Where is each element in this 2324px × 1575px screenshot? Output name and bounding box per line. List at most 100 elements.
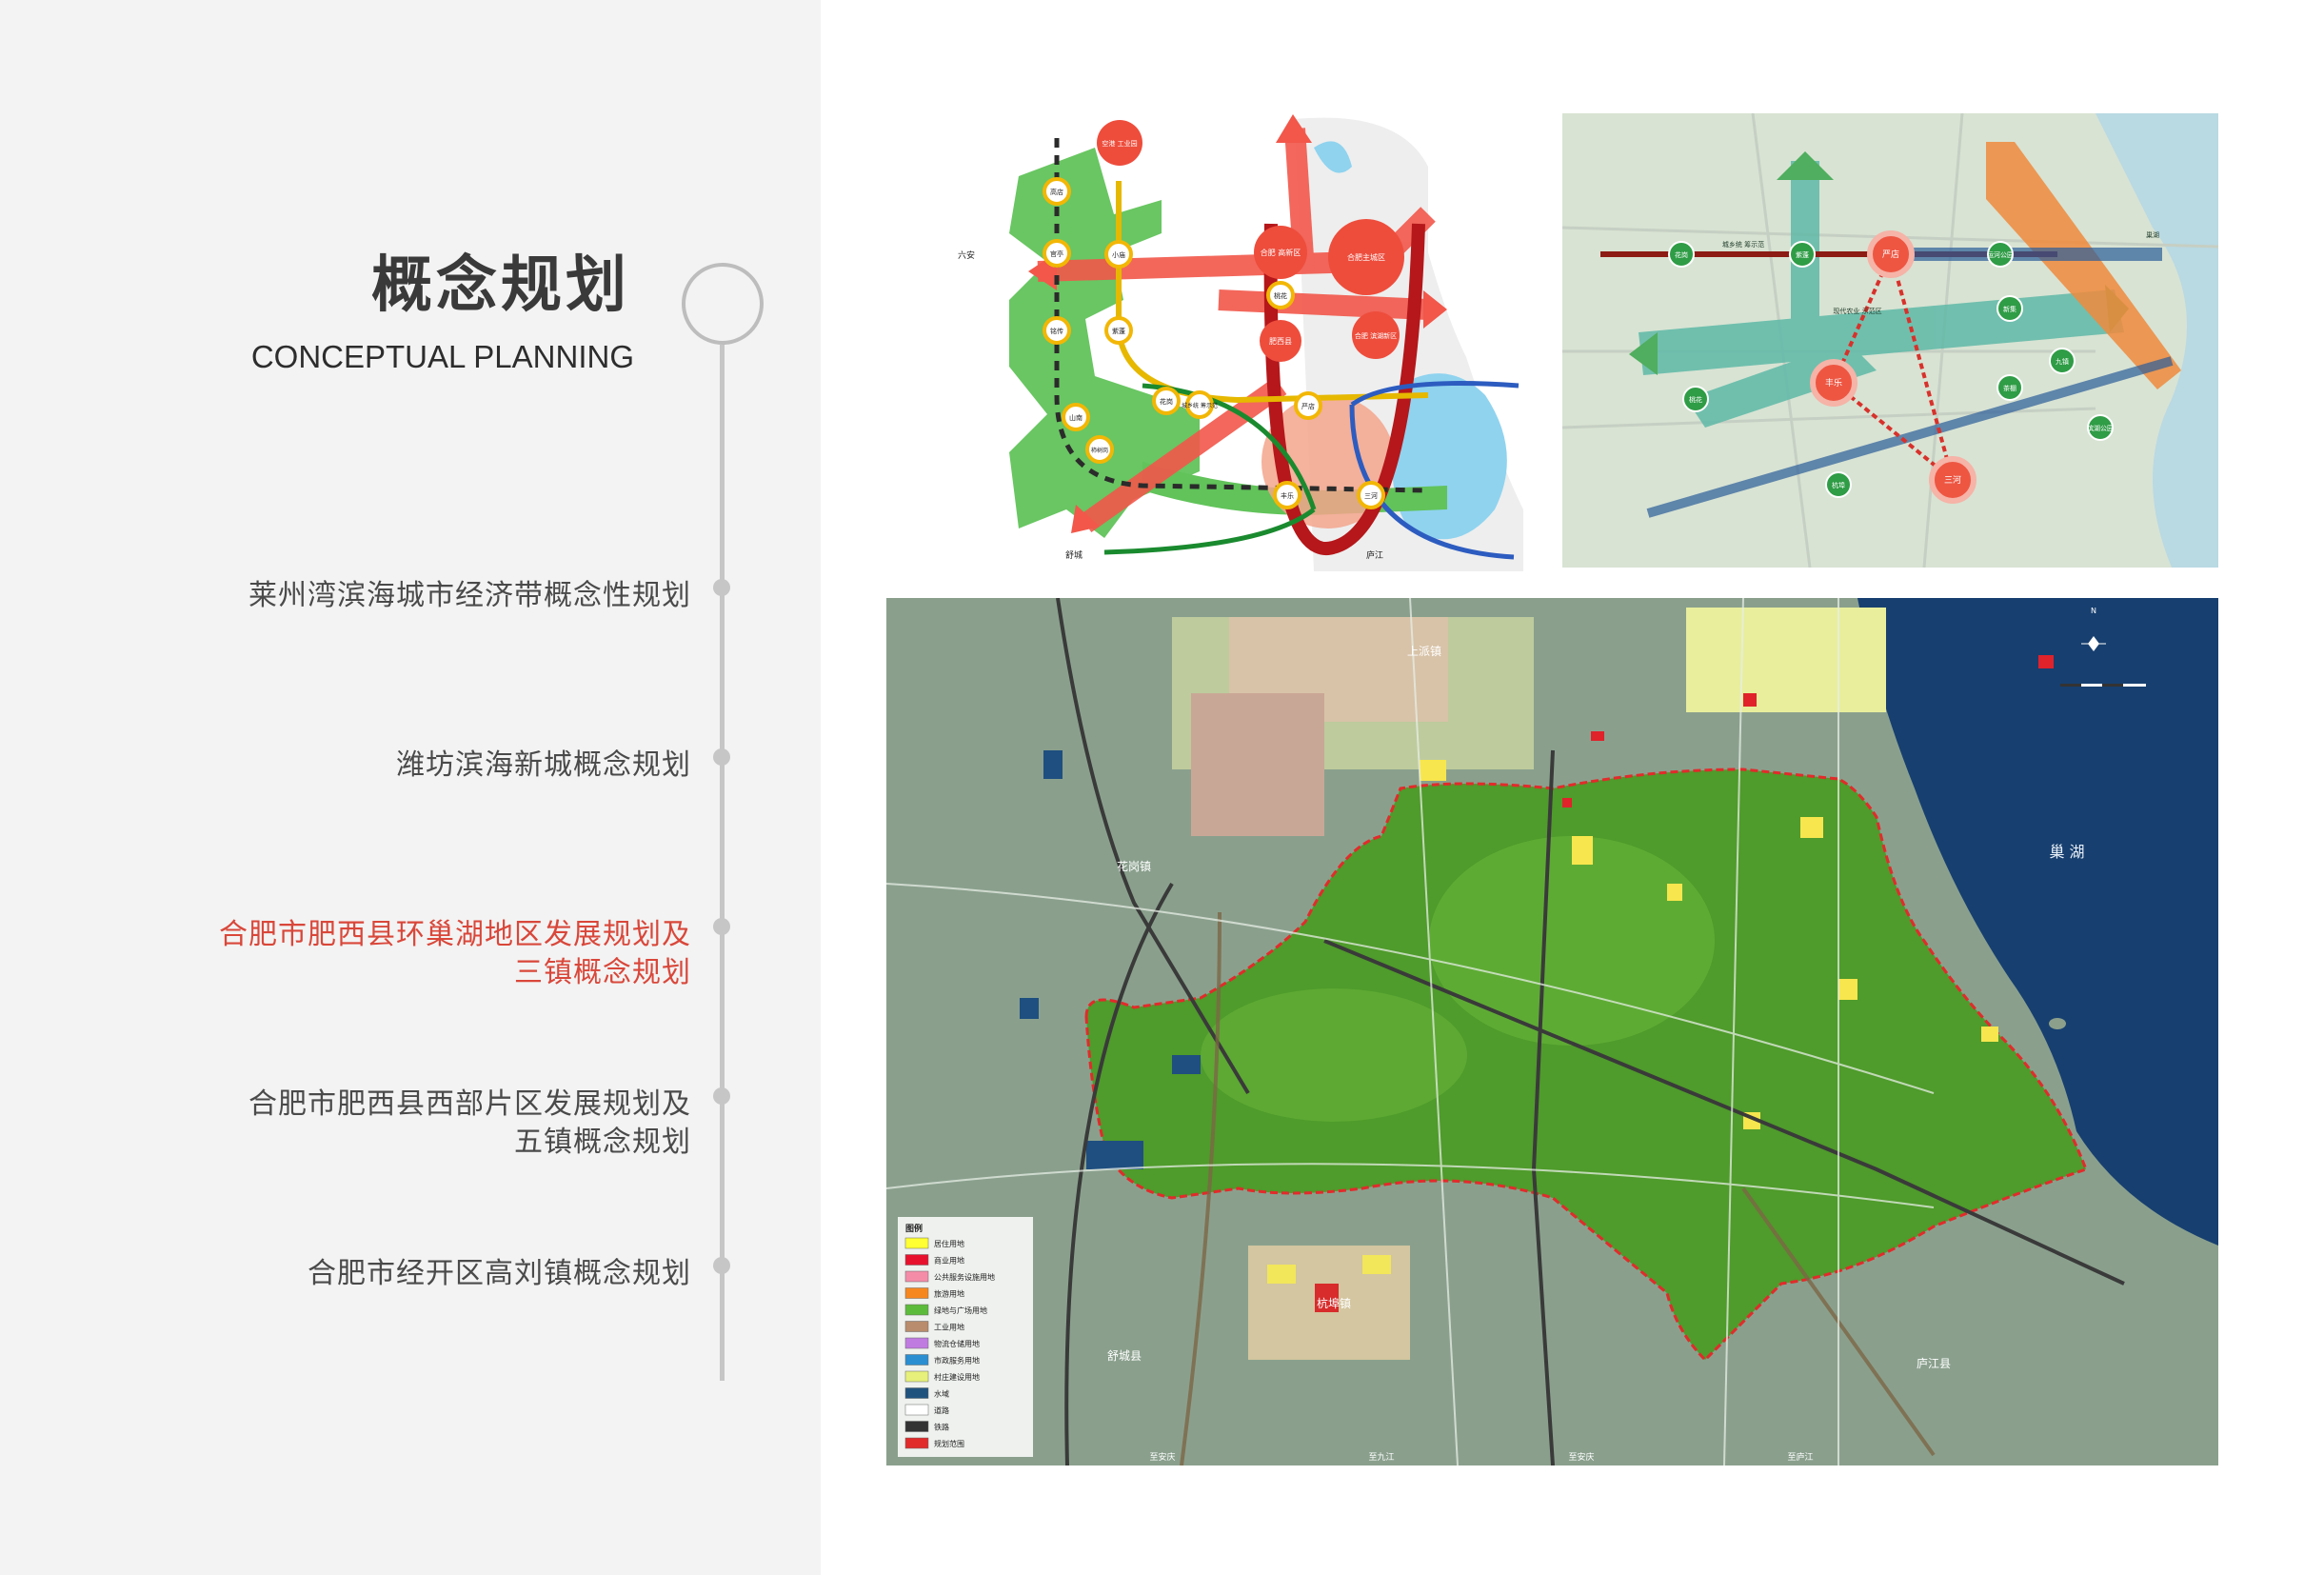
legend-label: 规划范围: [934, 1439, 964, 1448]
label-binhu: 运河公园: [1987, 251, 2014, 259]
legend-swatch: [904, 1354, 929, 1366]
legend-label: 水域: [934, 1389, 949, 1399]
legend-label: 公共服务设施用地: [934, 1272, 995, 1282]
timeline-item-feixi-chaohu[interactable]: 合肥市肥西县环巢湖地区发展规划及 三镇概念规划: [219, 916, 691, 992]
label-gaodian: 高店: [1050, 188, 1063, 196]
label-yuehu: 巢湖: [2146, 230, 2159, 239]
label-zitong: 紫蓬: [1796, 250, 1809, 259]
label-zhi-lujiang: 至庐江: [1787, 1451, 1813, 1463]
concept-diagram-triangle: 严店 丰乐 三河 花岗 紫蓬 运河公园 新集 九镇 茶棚 滨湖公园 桃花 杭埠 …: [1562, 113, 2218, 568]
label-guanting: 官亭: [1050, 249, 1063, 258]
label-chengxiang: 城乡统 筹示范: [1182, 402, 1218, 409]
legend-swatch: [904, 1270, 929, 1283]
timeline-dot: [713, 579, 730, 596]
legend: 图例 居住用地商业用地公共服务设施用地旅游用地绿地与广场用地工业用地物流仓储用地…: [898, 1217, 1033, 1457]
timeline-line: [720, 345, 725, 1381]
legend-label: 旅游用地: [934, 1289, 964, 1299]
timeline-item-label: 三镇概念规划: [514, 956, 691, 989]
legend-swatch: [904, 1304, 929, 1316]
label-lujiang: 庐江县: [1917, 1356, 1951, 1370]
timeline-item-label: 潍坊滨海新城概念规划: [396, 748, 691, 782]
legend-swatch: [904, 1404, 929, 1416]
timeline-item-label: 五镇概念规划: [514, 1126, 691, 1159]
sidebar: 概念规划 CONCEPTUAL PLANNING 莱州湾滨海城市经济带概念性规划…: [0, 0, 821, 1575]
timeline-item-label: 合肥市经开区高刘镇概念规划: [308, 1257, 691, 1290]
timeline-item-feixi-west[interactable]: 合肥市肥西县西部片区发展规划及 五镇概念规划: [248, 1086, 691, 1162]
label-shucheng: 舒城县: [1107, 1349, 1142, 1363]
legend-swatch: [904, 1237, 929, 1249]
label-zhi-anqing-1: 至安庆: [1149, 1451, 1175, 1463]
legend-swatch: [904, 1321, 929, 1332]
label-hefei-main: 合肥主城区: [1347, 252, 1385, 262]
timeline-item-gaoliu[interactable]: 合肥市经开区高刘镇概念规划: [308, 1255, 691, 1293]
timeline-item-label: 合肥市肥西县西部片区发展规划及: [248, 1087, 691, 1121]
legend-label: 工业用地: [934, 1323, 964, 1332]
label-hangbu: 杭埠: [1832, 481, 1845, 489]
concept-diagram-structure: 六安 舒城 庐江 高店 官亭 铭传 山南 柿树岗 小庙 紫蓬 花岗 城乡统 筹示…: [952, 110, 1531, 571]
page-title: 概念规划: [371, 250, 630, 321]
label-fengle: 丰乐: [1825, 377, 1842, 389]
label-fengle: 丰乐: [1281, 491, 1294, 500]
label-huagang: 花岗镇: [1117, 859, 1151, 873]
orange-band: [1986, 142, 2181, 389]
legend-label: 道路: [934, 1406, 949, 1415]
page-subtitle: CONCEPTUAL PLANNING: [250, 339, 634, 374]
lake-shape: [2096, 113, 2218, 568]
timeline-dot: [713, 1087, 730, 1105]
label-shucheng: 舒城: [1065, 549, 1083, 561]
legend-swatch: [904, 1370, 929, 1383]
legend-swatch: [904, 1254, 929, 1266]
label-shannan: 山南: [1069, 413, 1083, 422]
legend-swatch: [904, 1421, 929, 1432]
label-hefei-binhu: 合肥 滨湖新区: [1355, 331, 1397, 340]
label-zitong: 紫蓬: [1112, 327, 1125, 335]
land-use-map: 上派镇 花岗镇 巢 湖 杭埠镇 舒城县 庐江县 至安庆 至九江 至安庆 至庐江 …: [886, 598, 2218, 1465]
legend-swatch: [904, 1437, 929, 1449]
label-liuan: 六安: [958, 249, 975, 261]
label-yandian: 严店: [1882, 249, 1899, 260]
label-xiaomiao: 小庙: [1112, 250, 1125, 259]
timeline-dot: [713, 918, 730, 935]
land-use-map-svg: 上派镇 花岗镇 巢 湖 杭埠镇 舒城县 庐江县 至安庆 至九江 至安庆 至庐江 …: [886, 598, 2218, 1465]
legend-swatch: [904, 1337, 929, 1349]
legend-label: 绿地与广场用地: [934, 1306, 987, 1315]
label-hefei-gaoxin: 合肥 高新区: [1261, 248, 1301, 257]
label-chengxiang: 城乡统 筹示范: [1722, 240, 1764, 249]
label-zhi-jiujiang: 至九江: [1368, 1452, 1394, 1463]
label-sanhe: 三河: [1944, 474, 1961, 486]
north-label: N: [2091, 607, 2096, 615]
legend-label: 物流仓储用地: [934, 1339, 980, 1348]
timeline-item-label: 莱州湾滨海城市经济带概念性规划: [248, 579, 691, 612]
concept-diagram-svg: 六安 舒城 庐江 高店 官亭 铭传 山南 柿树岗 小庙 紫蓬 花岗 城乡统 筹示…: [952, 110, 1531, 571]
label-mingchuan: 铭传: [1050, 327, 1063, 335]
label-feixi: 肥西县: [1269, 337, 1292, 346]
chaohu-lake: [1857, 598, 2218, 1246]
concept-diagram-svg: 严店 丰乐 三河 花岗 紫蓬 运河公园 新集 九镇 茶棚 滨湖公园 桃花 杭埠 …: [1562, 113, 2218, 568]
legend-label: 铁路: [934, 1423, 949, 1432]
label-lujiang: 庐江: [1366, 549, 1383, 561]
legend-label: 市政服务用地: [934, 1356, 980, 1366]
label-huagang: 花岗: [1160, 397, 1173, 406]
label-huagang: 花岗: [1675, 250, 1688, 259]
legend-swatch: [904, 1387, 929, 1399]
label-yanhu: 滨湖公园: [2087, 424, 2114, 432]
timeline-dot: [713, 1257, 730, 1274]
label-taohua: 桃花: [1274, 291, 1287, 300]
label-yandian: 严店: [1301, 402, 1315, 410]
label-zhi-anqing-2: 至安庆: [1568, 1451, 1594, 1463]
label-xinji: 新集: [2003, 305, 2016, 313]
legend-label: 居住用地: [934, 1239, 964, 1248]
timeline-item-laizhouwan[interactable]: 莱州湾滨海城市经济带概念性规划: [248, 577, 691, 615]
legend-title: 图例: [905, 1223, 923, 1234]
label-kong-gang: 空港 工业园: [1102, 139, 1137, 148]
label-hangbu: 杭埠镇: [1317, 1296, 1351, 1310]
timeline-item-weifang[interactable]: 潍坊滨海新城概念规划: [396, 747, 691, 785]
timeline-header-circle: [682, 263, 764, 345]
timeline-dot: [713, 748, 730, 766]
blue-axis: [1646, 356, 2174, 518]
label-jiuzhen: 九镇: [2056, 357, 2069, 366]
label-chaya: 茶棚: [2003, 384, 2016, 392]
label-shangpai: 上派镇: [1407, 645, 1441, 658]
timeline-item-label: 合肥市肥西县环巢湖地区发展规划及: [219, 918, 691, 951]
label-sanhe: 三河: [1364, 492, 1378, 500]
